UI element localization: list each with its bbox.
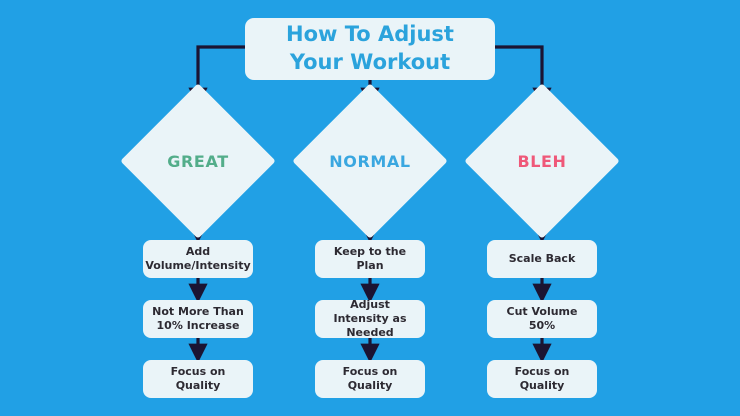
step-label: Adjust Intensity as Needed: [333, 298, 407, 339]
step-box-bleh-3[interactable]: Focus on Quality: [487, 360, 597, 398]
step-box-normal-2[interactable]: Adjust Intensity as Needed: [315, 298, 425, 339]
diagram-title-label: How To Adjust Your Workout: [286, 22, 454, 74]
step-label: Scale Back: [508, 252, 576, 266]
decision-node-normal[interactable]: NORMAL: [292, 83, 448, 239]
decision-label-great: GREAT: [167, 151, 229, 171]
diagram-title: How To Adjust Your Workout: [245, 18, 495, 80]
decision-node-great[interactable]: GREAT: [120, 83, 276, 239]
step-label: Keep to the Plan: [333, 245, 407, 272]
step-label: Focus on Quality: [514, 365, 570, 392]
step-box-great-2[interactable]: Not More Than 10% Increase: [143, 300, 253, 338]
step-label: Not More Than 10% Increase: [152, 305, 244, 332]
step-label: Focus on Quality: [170, 365, 226, 392]
step-box-normal-3[interactable]: Focus on Quality: [315, 360, 425, 398]
step-box-normal-1[interactable]: Keep to the Plan: [315, 240, 425, 278]
step-label: Cut Volume 50%: [506, 305, 578, 332]
step-box-great-3[interactable]: Focus on Quality: [143, 360, 253, 398]
decision-node-bleh[interactable]: BLEH: [464, 83, 620, 239]
step-box-great-1[interactable]: Add Volume/Intensity: [143, 240, 253, 278]
step-box-bleh-1[interactable]: Scale Back: [487, 240, 597, 278]
decision-label-bleh: BLEH: [517, 151, 567, 171]
connector-title-to-great: [188, 45, 245, 107]
decision-label-normal: NORMAL: [329, 151, 411, 171]
step-label: Add Volume/Intensity: [145, 245, 251, 272]
step-label: Focus on Quality: [342, 365, 398, 392]
step-box-bleh-2[interactable]: Cut Volume 50%: [487, 300, 597, 338]
